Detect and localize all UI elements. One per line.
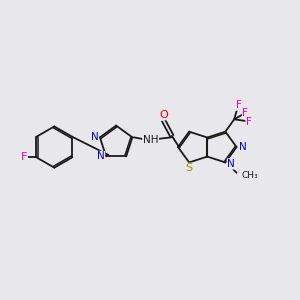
- Text: N: N: [97, 152, 105, 161]
- Text: S: S: [185, 163, 192, 173]
- Text: O: O: [159, 110, 168, 120]
- Text: N: N: [238, 142, 246, 152]
- Text: N: N: [227, 159, 235, 169]
- Text: CH₃: CH₃: [242, 171, 259, 180]
- Text: NH: NH: [143, 135, 158, 145]
- Text: N: N: [91, 132, 98, 142]
- Text: F: F: [242, 108, 248, 118]
- Text: F: F: [236, 100, 242, 110]
- Text: F: F: [21, 152, 27, 162]
- Text: F: F: [246, 117, 252, 127]
